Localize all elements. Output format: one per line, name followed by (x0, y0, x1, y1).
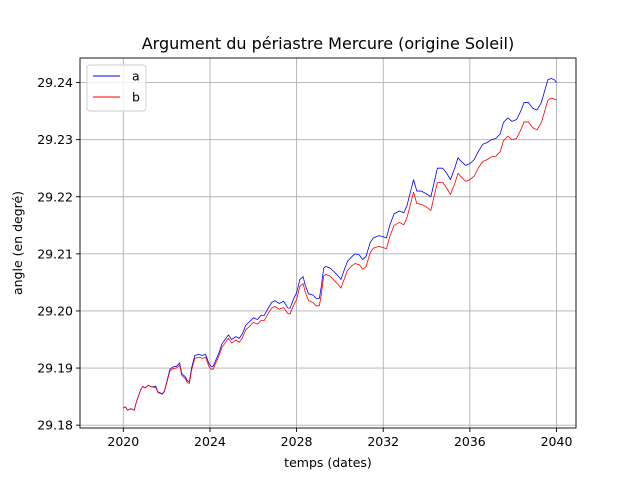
y-tick-label: 29.22 (37, 189, 73, 204)
y-tick-label: 29.19 (37, 361, 73, 376)
x-tick-label: 2040 (541, 434, 573, 449)
x-axis-label: temps (dates) (284, 455, 372, 470)
chart-title: Argument du périastre Mercure (origine S… (142, 34, 515, 53)
legend: a b (86, 64, 147, 112)
y-tick-label: 29.24 (37, 75, 73, 90)
x-tick-label: 2028 (281, 434, 313, 449)
x-tick-label: 2036 (454, 434, 486, 449)
legend-box (86, 64, 147, 112)
series-line-b (123, 97, 557, 411)
series-line-a (123, 78, 557, 411)
legend-label-b: b (132, 90, 140, 105)
legend-label-a: a (132, 69, 140, 84)
x-tick-label: 2032 (367, 434, 399, 449)
y-axis-label: angle (en degré) (10, 191, 25, 295)
x-tick-label: 2020 (107, 434, 139, 449)
x-tick-label: 2024 (194, 434, 226, 449)
y-tick-label: 29.18 (37, 418, 73, 433)
plot-frame (79, 57, 577, 429)
y-tick-label: 29.20 (37, 303, 73, 318)
axis-ticks: 2020 2024 2028 2032 2036 2040 29.18 29.19 29.20 2… (37, 75, 572, 449)
y-tick-label: 29.23 (37, 132, 73, 147)
y-tick-label: 29.21 (37, 246, 73, 261)
grid-lines (80, 58, 576, 428)
series-lines (123, 78, 557, 411)
